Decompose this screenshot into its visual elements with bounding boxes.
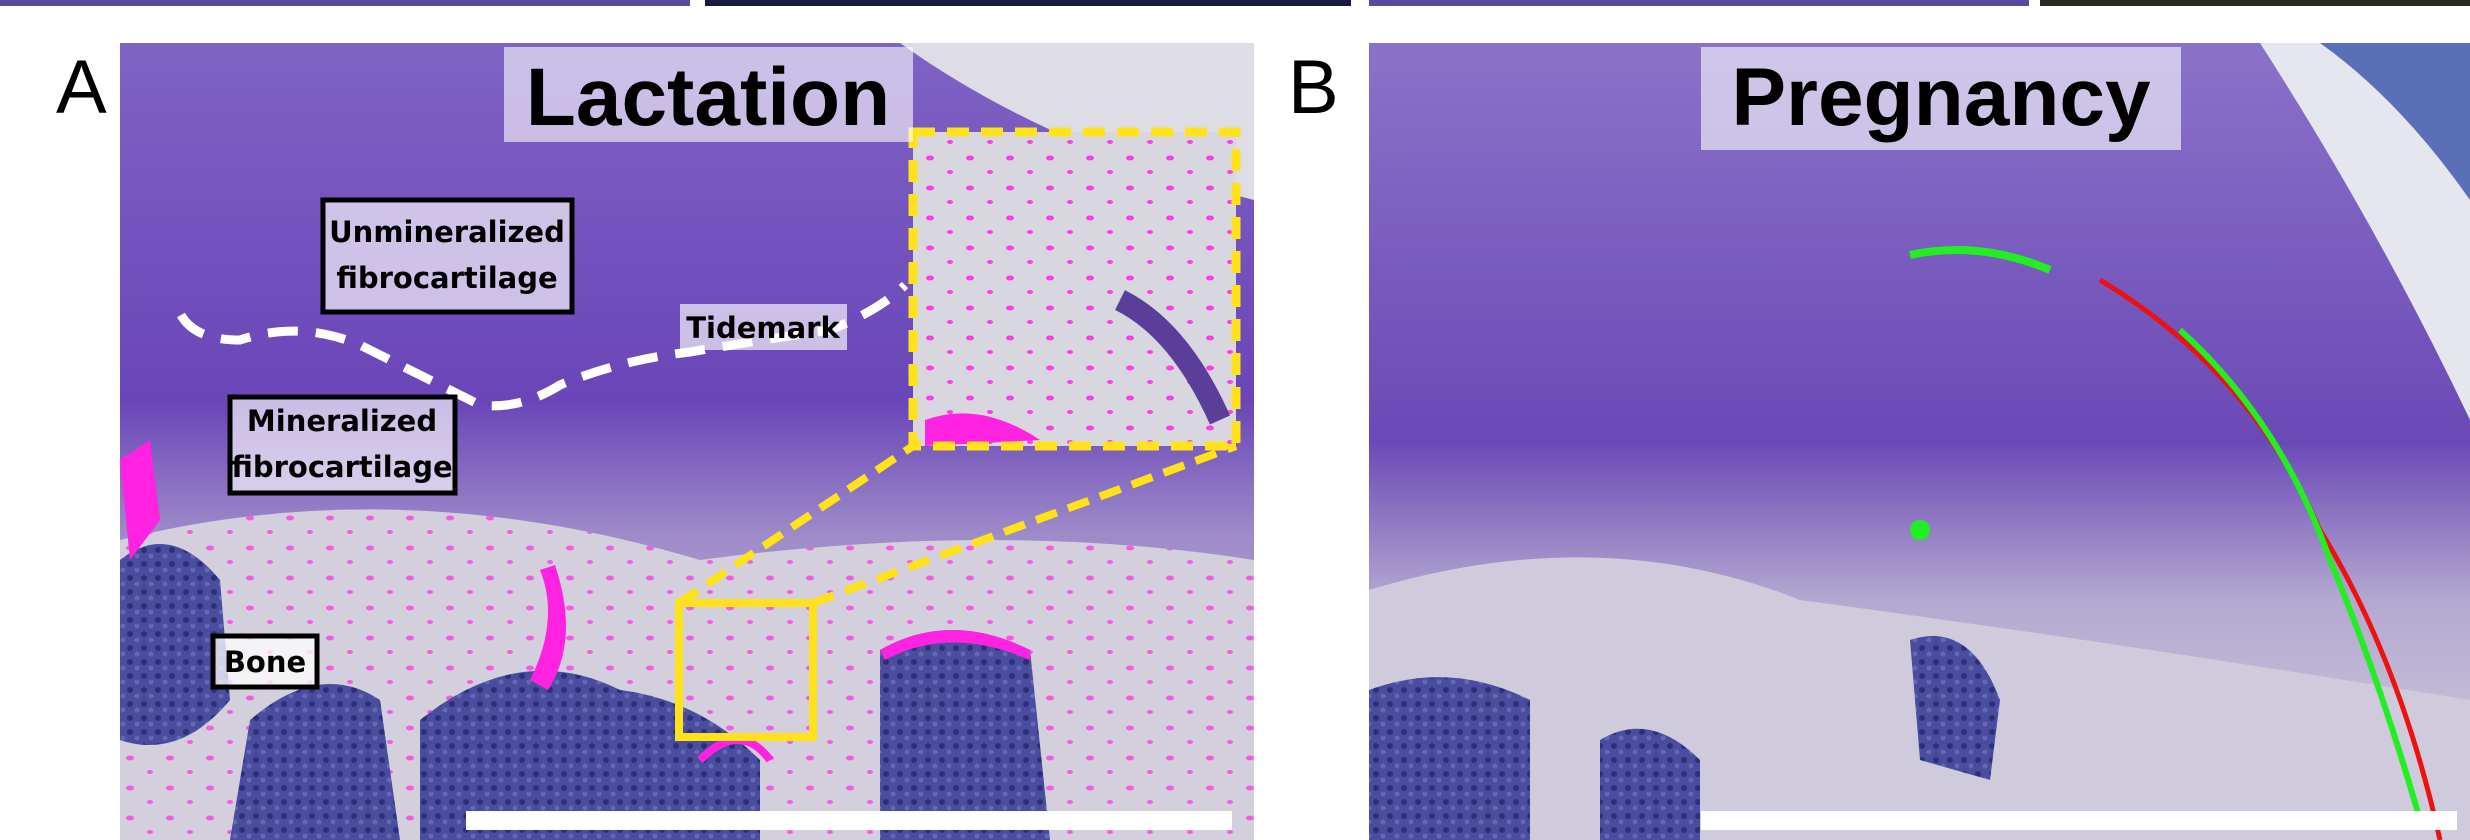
label: Mineralized bbox=[247, 404, 437, 438]
figure: A Lactation Unmineralized fibrocartilage… bbox=[0, 0, 2470, 840]
label: fibrocartilage bbox=[231, 450, 452, 484]
strip bbox=[705, 0, 1351, 6]
label: Unmineralized bbox=[329, 215, 565, 249]
label: Bone bbox=[224, 645, 306, 679]
strip bbox=[0, 0, 690, 6]
strip bbox=[2040, 0, 2470, 6]
panel-letter: B bbox=[1288, 45, 1339, 130]
label: Tidemark bbox=[686, 311, 840, 345]
panel-letter: A bbox=[56, 45, 107, 130]
panel-title: Lactation bbox=[526, 52, 890, 143]
label: fibrocartilage bbox=[336, 261, 557, 295]
strip bbox=[1369, 0, 2029, 6]
micrograph-b bbox=[1369, 43, 2470, 840]
panel-title: Pregnancy bbox=[1731, 52, 2151, 143]
